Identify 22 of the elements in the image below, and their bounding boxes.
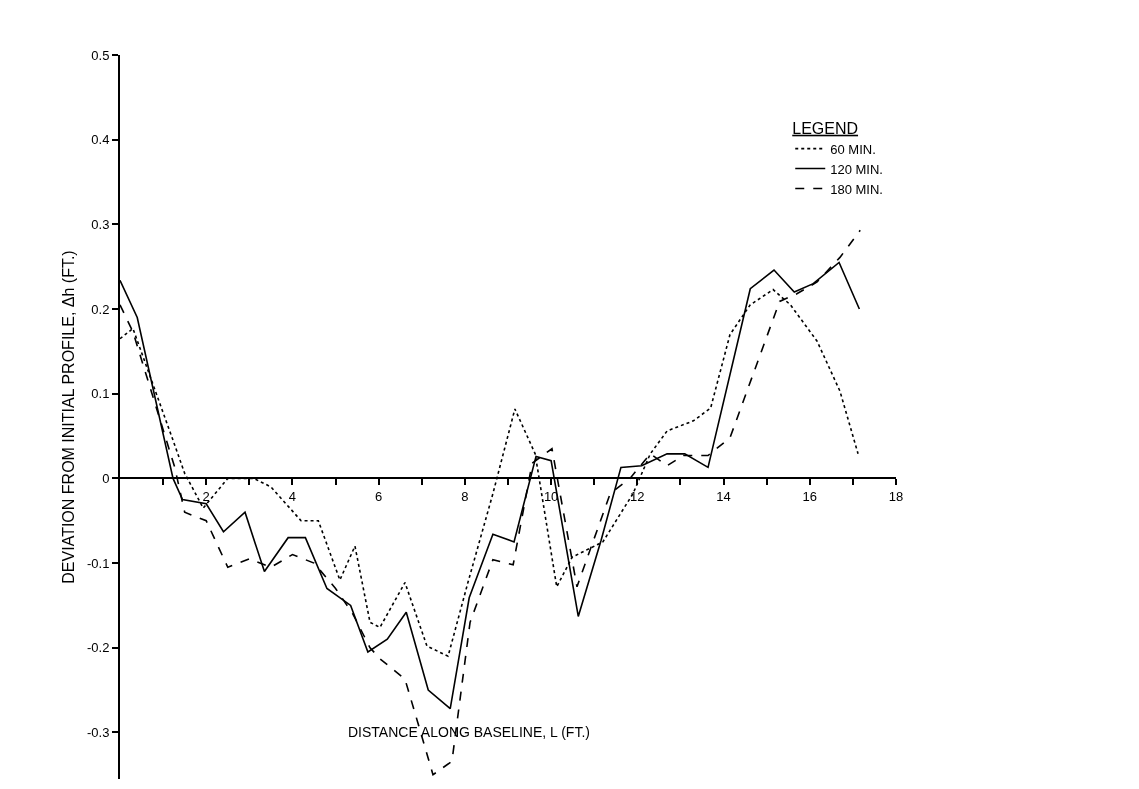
x-tick-label: 18 [888,488,904,504]
legend-title: LEGEND [792,119,859,137]
legend-label: 120 MIN. [830,161,883,177]
y-tick-label: -0.1 [86,555,110,571]
y-tick-label: 0.2 [91,301,110,317]
y-tick-label: -0.3 [86,724,110,740]
x-tick-label: 6 [375,488,383,504]
y-tick-label: 0.4 [91,132,110,148]
y-tick-label: -0.2 [86,640,110,656]
x-tick-label: 4 [288,488,297,504]
y-tick-label: 0.5 [91,47,110,63]
legend-label: 60 MIN. [830,141,876,157]
y-tick-label: 0.1 [91,386,110,402]
x-tick-label: 16 [802,488,818,504]
x-tick-label: 12 [630,488,645,504]
legend-label: 180 MIN. [830,181,883,197]
y-axis-title: DEVIATION FROM INITIAL PROFILE, Δh (FT.) [60,250,78,584]
x-tick-label: 2 [202,488,210,504]
y-tick-label: 0.3 [91,216,110,232]
x-tick-label: 8 [461,488,469,504]
x-tick-label: 14 [716,488,731,504]
y-tick-label: 0 [102,470,110,486]
